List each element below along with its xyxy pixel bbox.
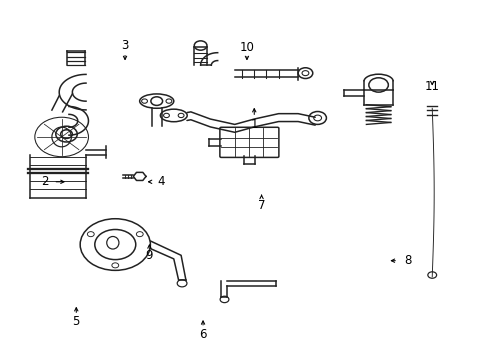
Text: 1: 1	[250, 118, 258, 131]
Text: 10: 10	[239, 41, 254, 54]
Text: 8: 8	[404, 254, 411, 267]
Text: 9: 9	[145, 249, 153, 262]
Text: 7: 7	[257, 199, 265, 212]
Text: 6: 6	[199, 328, 206, 341]
Text: 11: 11	[424, 80, 439, 93]
Text: 4: 4	[158, 175, 165, 188]
Text: 2: 2	[41, 175, 48, 188]
Text: 3: 3	[121, 39, 128, 52]
Text: 5: 5	[72, 315, 80, 328]
